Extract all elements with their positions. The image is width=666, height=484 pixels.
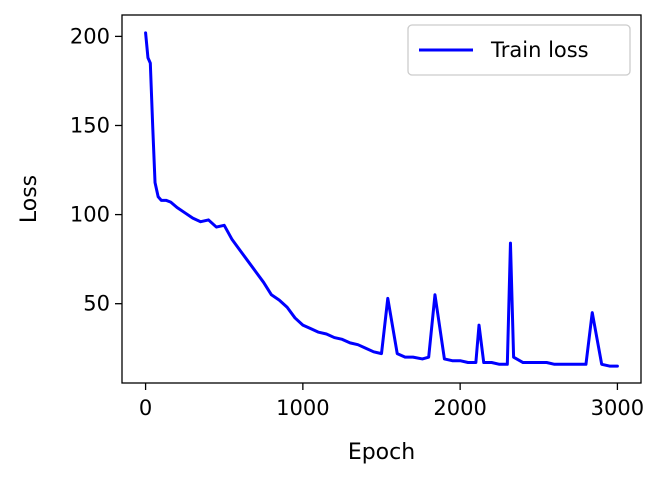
- y-axis: 50 100 150 200: [70, 24, 122, 316]
- x-tick-label: 1000: [276, 396, 329, 420]
- y-axis-title: Loss: [17, 175, 42, 223]
- y-tick-label: 150: [70, 113, 110, 137]
- y-tick-label: 50: [83, 292, 110, 316]
- x-tick-label: 0: [139, 396, 152, 420]
- x-tick-label: 3000: [591, 396, 644, 420]
- x-tick-label: 2000: [433, 396, 486, 420]
- y-tick-label: 200: [70, 24, 110, 48]
- plot-frame: [121, 14, 642, 384]
- legend-box: [407, 24, 631, 76]
- legend: Train loss: [407, 24, 631, 76]
- plot-area: [122, 15, 641, 383]
- legend-label: Train loss: [490, 38, 589, 62]
- train-loss-line: [144, 31, 619, 368]
- y-tick-label: 100: [70, 203, 110, 227]
- x-axis-title: Epoch: [348, 440, 415, 465]
- x-axis: 0 1000 2000 3000: [139, 383, 644, 420]
